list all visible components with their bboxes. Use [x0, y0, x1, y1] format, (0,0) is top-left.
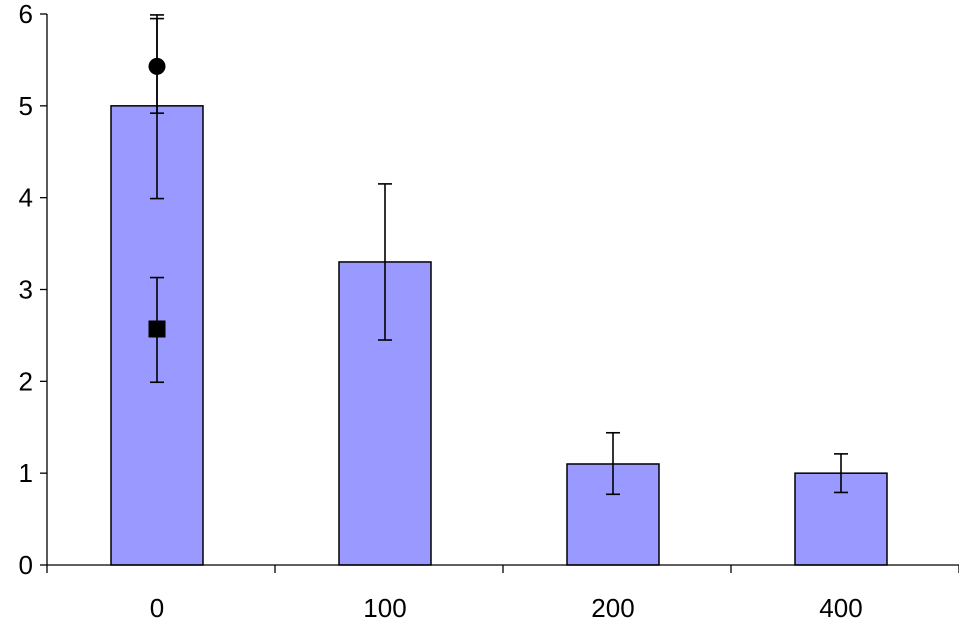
error-bar-200 [606, 431, 620, 496]
x-tick-label: 400 [819, 593, 862, 622]
y-tick-label: 3 [19, 275, 33, 305]
error-bar-400 [834, 453, 848, 494]
bars-layer [110, 105, 888, 566]
bar-400 [794, 472, 888, 566]
x-tick-label: 100 [363, 593, 406, 622]
circle-marker [148, 57, 166, 75]
square-marker [148, 320, 166, 338]
y-tick-label: 0 [19, 550, 33, 580]
y-tick-label: 2 [19, 366, 33, 396]
x-tick-label: 200 [591, 593, 634, 622]
y-tick-label: 6 [19, 0, 33, 29]
y-tick-label: 4 [19, 183, 33, 213]
error-bar-100 [378, 183, 392, 341]
markers-layer [148, 57, 166, 338]
y-tick-label: 1 [19, 458, 33, 488]
axes-layer [40, 13, 959, 573]
error-bars-layer [150, 14, 848, 496]
tick-labels-layer: 0 1 2 3 4 5 6 0 100 200 400 [19, 0, 863, 622]
y-tick-label: 5 [19, 91, 33, 121]
x-tick-label: 0 [150, 593, 164, 622]
